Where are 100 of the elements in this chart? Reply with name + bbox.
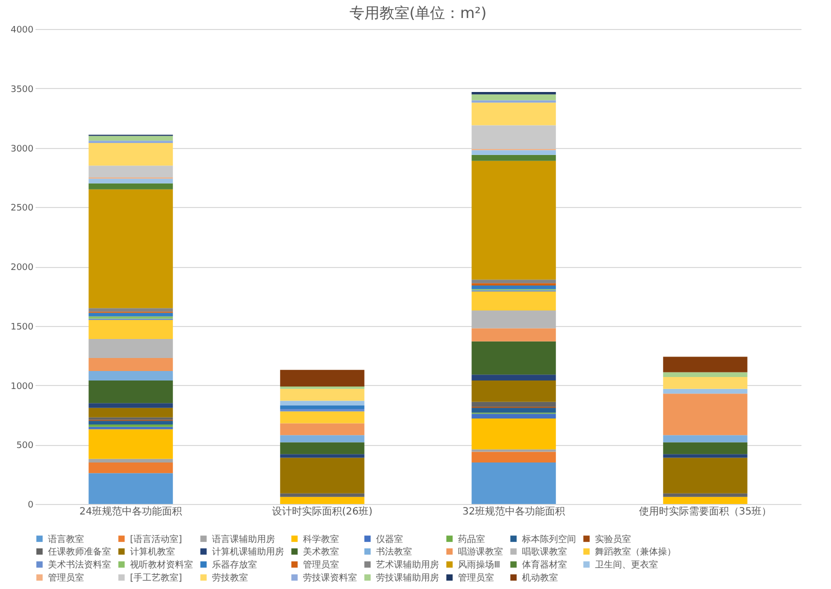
bar [663, 388, 748, 394]
bar [472, 92, 556, 94]
legend-label: 风雨操场Ⅲ [458, 560, 500, 570]
bar [280, 496, 364, 504]
bar [88, 458, 173, 462]
y-tick-label: 0 [28, 500, 34, 510]
legend-label: [手工艺教室] [130, 572, 182, 584]
bar [472, 310, 556, 328]
bar [472, 160, 556, 280]
bar [280, 386, 364, 389]
bar [472, 154, 556, 161]
bar [472, 449, 556, 452]
legend-label: 美术书法资料室 [48, 560, 111, 570]
bar [88, 473, 173, 504]
y-tick-label: 4000 [10, 26, 34, 36]
legend-label: 仪器室 [376, 534, 403, 545]
bar [88, 189, 173, 308]
legend-label: 美术教室 [303, 546, 339, 558]
x-tick-label: 24班规范中各功能面积 [79, 506, 182, 518]
x-tick-label: 32班规范中各功能面积 [462, 506, 566, 518]
bar [280, 388, 364, 401]
bar [663, 372, 748, 377]
bar [88, 429, 173, 459]
y-tick-label: 2500 [10, 204, 34, 214]
legend-label: 劳技课资料室 [303, 572, 357, 584]
bar [472, 341, 556, 375]
bar [472, 102, 556, 126]
bar [663, 454, 748, 458]
bar [88, 178, 173, 184]
legend-label: 体育器材室 [522, 560, 567, 570]
legend-label: 视听教材资料室 [130, 560, 193, 570]
bar [280, 423, 364, 436]
bar [88, 320, 173, 339]
legend-label: [语言活动室] [130, 534, 182, 545]
legend-label: 计算机教室 [130, 546, 175, 558]
bar [88, 338, 173, 358]
y-tick-label: 3500 [10, 84, 34, 95]
legend-label: 书法教室 [376, 546, 412, 558]
legend-label: 管理员室 [303, 560, 339, 570]
bar [472, 150, 556, 155]
bar [472, 280, 556, 284]
bar [472, 286, 556, 290]
bar [663, 394, 748, 436]
bar [663, 435, 748, 442]
bar [280, 454, 364, 458]
bar [88, 420, 173, 424]
x-tick-label: 设计时实际面积(26班) [272, 506, 373, 518]
bar [472, 125, 556, 149]
bar [472, 452, 556, 462]
bar [663, 493, 748, 497]
bar [88, 308, 173, 312]
legend-label: 唱歌课教室 [522, 546, 567, 558]
legend-label: 管理员室 [458, 572, 494, 584]
bar [280, 493, 364, 497]
bar [88, 462, 173, 474]
legend-label: 机动教室 [522, 572, 558, 584]
legend-label: 科学教室 [303, 534, 339, 545]
legend-label: 舞蹈教室（兼体操） [595, 546, 676, 558]
bar [472, 380, 556, 402]
bar [472, 374, 556, 380]
bar [280, 370, 364, 386]
legend-label: 劳技教室 [212, 572, 248, 584]
y-tick-label: 1000 [10, 382, 34, 392]
bar [88, 143, 173, 166]
y-tick-label: 2000 [10, 263, 34, 273]
bar [472, 414, 556, 418]
bar [663, 458, 748, 494]
y-tick-label: 500 [16, 441, 34, 452]
legend-label: 管理员室 [48, 572, 84, 584]
bar [88, 408, 173, 418]
bar [280, 442, 364, 454]
bar [280, 400, 364, 406]
legend-label: 语言课辅助用房 [212, 534, 275, 545]
bar [663, 442, 748, 454]
bar [472, 291, 556, 310]
legend-label: 唱游课教室 [458, 546, 503, 558]
bar [88, 316, 173, 319]
legend-label: 标本陈列空间 [521, 534, 576, 545]
bar [472, 418, 556, 450]
y-tick-label: 3000 [10, 144, 34, 154]
legend-label: 任课教师准备室 [47, 546, 111, 558]
bar [88, 358, 173, 371]
bar [88, 424, 173, 427]
bar [88, 166, 173, 178]
bar [88, 312, 173, 316]
bar [472, 94, 556, 100]
legend-label: 卫生间、更衣室 [595, 560, 658, 570]
bar [663, 496, 748, 504]
bar [88, 183, 173, 190]
bar [472, 402, 556, 407]
legend-label: 艺术课辅助用房 [376, 560, 439, 570]
y-tick-label: 1500 [10, 322, 34, 332]
bar [472, 328, 556, 342]
bar [280, 435, 364, 442]
bar [88, 380, 173, 404]
bar [663, 356, 748, 372]
bar [472, 408, 556, 413]
legend-label: 乐器存放室 [212, 560, 257, 570]
bar [280, 411, 364, 424]
legend-label: 实验员室 [595, 534, 631, 545]
